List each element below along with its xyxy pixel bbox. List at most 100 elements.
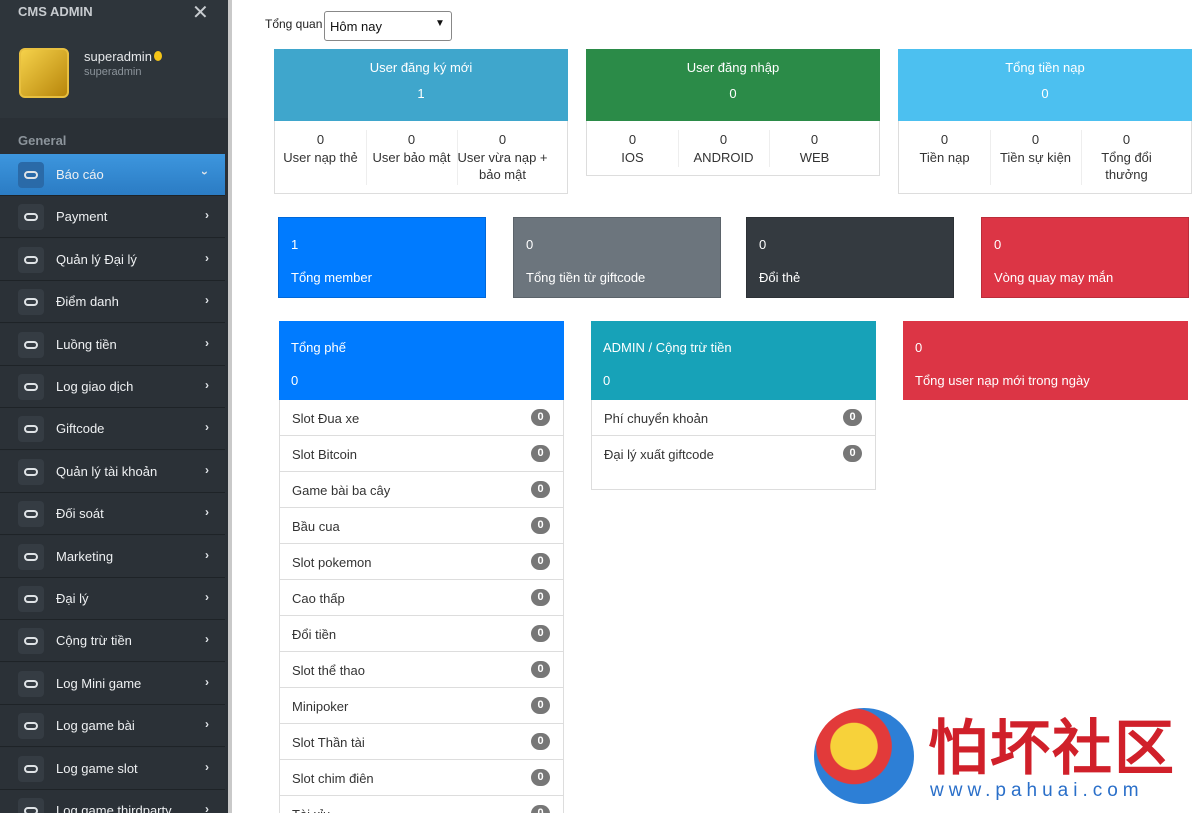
stat-card: Tổng tiền nạp 0 0 Tiền nạp 0 Tiền sự kiện 0 Tổn… bbox=[898, 49, 1192, 194]
stat-label: ANDROID bbox=[693, 150, 754, 165]
menu-item[interactable]: Đối soát › bbox=[0, 493, 225, 536]
icon-shape bbox=[24, 679, 38, 688]
menu-label: Báo cáo bbox=[56, 167, 104, 182]
item-badge: 0 bbox=[531, 409, 550, 426]
icon-shape bbox=[24, 171, 38, 179]
sidebar: CMS ADMIN ✕ superadmin superadmin General Báo… bbox=[0, 0, 228, 813]
stat-card: User đăng ký mới 1 0 User nạp thẻ 0 User bảo … bbox=[274, 49, 568, 194]
menu-item[interactable]: Log giao dịch › bbox=[0, 366, 225, 408]
menu-item[interactable]: Giftcode › bbox=[0, 408, 225, 451]
item-label: Game bài ba cây bbox=[292, 483, 391, 498]
divider bbox=[769, 130, 770, 167]
chevron: › bbox=[205, 208, 209, 223]
divider bbox=[1081, 130, 1082, 185]
menu-item[interactable]: Log game slot › bbox=[0, 747, 225, 790]
chevron: › bbox=[205, 420, 209, 435]
watermark-text: 怕坏社区 bbox=[928, 715, 1176, 782]
chevron: › bbox=[205, 250, 209, 265]
stat-label: Tổng đổi thưởng bbox=[1101, 150, 1152, 182]
menu-label: Quản lý Đại lý bbox=[56, 251, 137, 267]
panel-value: 0 bbox=[603, 373, 611, 388]
menu-icon bbox=[18, 543, 44, 570]
chevron: › bbox=[205, 462, 209, 477]
item-label: Tài xỉu bbox=[292, 807, 330, 813]
watermark-logo bbox=[814, 708, 914, 804]
summary-box: 0 Vòng quay may mắn bbox=[981, 217, 1189, 298]
icon-shape bbox=[24, 383, 38, 391]
summary-box: 0 Đổi thẻ bbox=[746, 217, 954, 298]
avatar bbox=[19, 48, 69, 98]
item-badge: 0 bbox=[531, 481, 550, 498]
stat-label: User nạp thẻ bbox=[283, 150, 358, 165]
menu-item[interactable]: Log game thirdparty › bbox=[0, 790, 225, 813]
box-value: 0 bbox=[526, 237, 534, 252]
item-badge: 0 bbox=[531, 769, 550, 786]
item-badge: 0 bbox=[531, 553, 550, 570]
stat-label: WEB bbox=[799, 150, 830, 165]
card-value: 1 bbox=[417, 86, 425, 101]
item-badge: 0 bbox=[531, 445, 550, 462]
menu-label: Giftcode bbox=[56, 421, 105, 437]
item-badge: 0 bbox=[531, 733, 550, 750]
period-select[interactable]: Hôm nay ▼ bbox=[324, 11, 452, 41]
menu-item[interactable]: Đại lý › bbox=[0, 578, 225, 620]
stat-value: 0 bbox=[1122, 132, 1131, 147]
list-item: Đại lý xuất giftcode 0 bbox=[592, 436, 875, 472]
panel-value: 0 bbox=[915, 340, 923, 355]
menu-label: Log game thirdparty bbox=[56, 803, 172, 813]
item-badge: 0 bbox=[531, 625, 550, 642]
list-item: Game bài ba cây 0 bbox=[280, 472, 563, 508]
menu-item[interactable]: Luồng tiền › bbox=[0, 323, 225, 366]
chevron: › bbox=[205, 590, 209, 604]
menu-item[interactable]: Log Mini game › bbox=[0, 662, 225, 705]
item-label: Slot Bitcoin bbox=[292, 447, 358, 462]
stat-value: 0 bbox=[316, 132, 325, 147]
menu-icon bbox=[18, 331, 44, 358]
box-value: 1 bbox=[291, 237, 299, 252]
chevron: › bbox=[205, 293, 209, 308]
icon-shape bbox=[24, 255, 38, 264]
panel-value: 0 bbox=[291, 373, 299, 388]
summary-box: 1 Tổng member bbox=[278, 217, 486, 298]
menu-icon bbox=[18, 628, 44, 655]
menu-icon bbox=[18, 374, 44, 400]
divider bbox=[990, 130, 991, 185]
menu-item[interactable]: Báo cáo › bbox=[0, 154, 225, 196]
icon-shape bbox=[24, 510, 38, 519]
menu-label: Đối soát bbox=[56, 506, 104, 522]
icon-shape bbox=[24, 340, 38, 349]
menu-item[interactable]: Quản lý Đại lý › bbox=[0, 238, 225, 281]
item-label: Cao thấp bbox=[292, 591, 345, 606]
menu-item[interactable]: Log game bài › bbox=[0, 705, 225, 748]
panel: ADMIN / Cộng trừ tiền 0 Phí chuyển khoản 0 Đ… bbox=[591, 321, 876, 490]
stat-value: 0 bbox=[1031, 132, 1040, 147]
menu-icon bbox=[18, 289, 44, 316]
list-item: Phí chuyển khoản 0 bbox=[592, 400, 875, 436]
item-label: Slot pokemon bbox=[292, 555, 372, 570]
chevron: › bbox=[205, 674, 209, 689]
menu-label: Cộng trừ tiền bbox=[56, 633, 132, 649]
chevron: › bbox=[198, 171, 212, 175]
icon-shape bbox=[24, 722, 38, 731]
list-item: Slot pokemon 0 bbox=[280, 544, 563, 580]
close-button[interactable]: ✕ bbox=[192, 2, 209, 24]
stat-label: Tiền sự kiện bbox=[999, 150, 1072, 165]
item-label: Slot Thần tài bbox=[292, 735, 365, 750]
bulb-icon bbox=[154, 51, 162, 61]
menu-item[interactable]: Quản lý tài khoản › bbox=[0, 450, 225, 493]
card-title: Tổng tiền nạp bbox=[1005, 60, 1085, 75]
panel: Tổng phế 0 Slot Đua xe 0 Slot Bitcoin 0 Game b… bbox=[279, 321, 564, 813]
chevron: › bbox=[205, 759, 209, 774]
menu-item[interactable]: Payment › bbox=[0, 196, 225, 239]
list-item: Cao thấp 0 bbox=[280, 580, 563, 616]
menu-item[interactable]: Cộng trừ tiền › bbox=[0, 620, 225, 663]
menu-item[interactable]: Marketing › bbox=[0, 535, 225, 578]
menu-label: Luồng tiền bbox=[56, 336, 117, 352]
list-item: Bầu cua 0 bbox=[280, 508, 563, 544]
menu-item[interactable]: Điểm danh › bbox=[0, 281, 225, 324]
chevron: › bbox=[205, 547, 209, 562]
summary-box: 0 Tổng tiền từ giftcode bbox=[513, 217, 721, 298]
item-label: Slot Đua xe bbox=[292, 411, 360, 426]
icon-shape bbox=[24, 425, 38, 434]
box-label: Đổi thẻ bbox=[759, 270, 801, 285]
